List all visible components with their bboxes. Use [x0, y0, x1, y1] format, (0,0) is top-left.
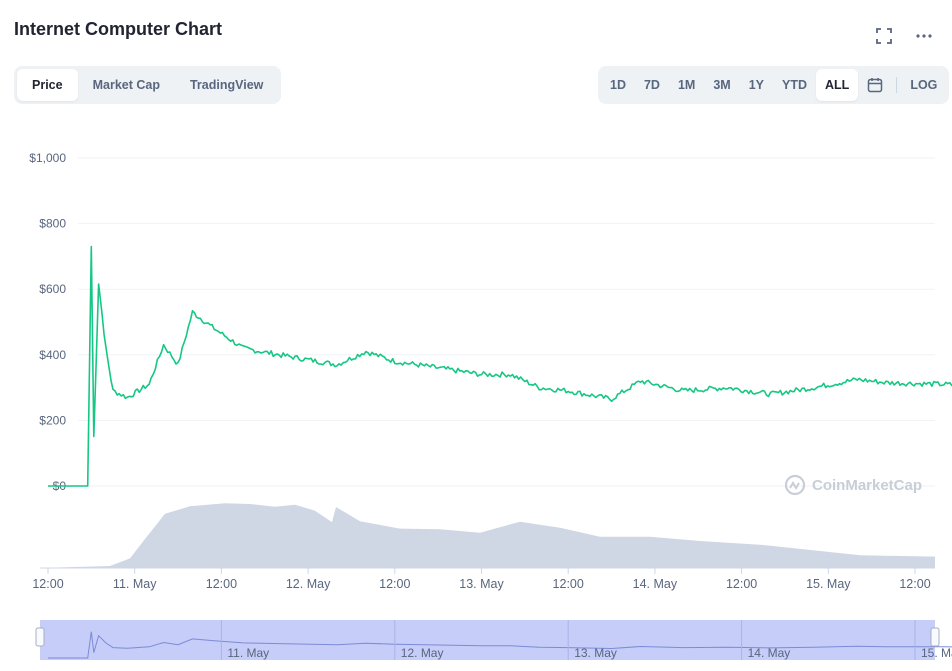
- navigator-tick-label: 12. May: [401, 646, 444, 660]
- tab-market-cap[interactable]: Market Cap: [92, 78, 160, 92]
- navigator-line: [48, 631, 952, 659]
- range-ytd[interactable]: YTD: [782, 78, 808, 92]
- watermark-text: CoinMarketCap: [812, 476, 923, 494]
- tab-tradingview[interactable]: TradingView: [189, 78, 264, 92]
- x-axis-labels: 12:00 11. May 12:00 12. May 12:00 13. May 12:0…: [32, 568, 931, 591]
- x-tick-label: 12:00: [553, 577, 584, 591]
- tab-price[interactable]: Price: [17, 69, 78, 101]
- calendar-icon[interactable]: [858, 69, 892, 101]
- x-tick-label: 12:00: [32, 577, 63, 591]
- x-tick-label: 11. May: [113, 577, 157, 591]
- x-tick-label: 13. May: [459, 577, 504, 591]
- log-toggle[interactable]: LOG: [910, 78, 938, 92]
- range-1y[interactable]: 1Y: [748, 78, 765, 92]
- range-1m[interactable]: 1M: [677, 78, 696, 92]
- navigator-handle-right[interactable]: [930, 627, 940, 647]
- x-tick-label: 12:00: [726, 577, 757, 591]
- navigator-tick-label: 13. May: [574, 646, 617, 660]
- more-icon[interactable]: [913, 26, 935, 46]
- navigator-tick-label: 15. May: [921, 646, 952, 660]
- view-tabs: Price Market Cap TradingView: [14, 66, 282, 104]
- coinmarketcap-logo-icon: [784, 474, 806, 496]
- y-tick-label: $800: [39, 217, 66, 231]
- x-tick-label: 15. May: [806, 577, 851, 591]
- navigator-tick-label: 14. May: [748, 646, 791, 660]
- navigator-tick-label: 11. May: [227, 646, 269, 660]
- watermark: CoinMarketCap: [784, 474, 922, 496]
- y-tick-label: $200: [39, 413, 66, 427]
- navigator-selection: [40, 620, 935, 660]
- x-tick-label: 12:00: [206, 577, 237, 591]
- y-tick-label: $400: [39, 348, 66, 362]
- y-tick-label: $600: [39, 282, 66, 296]
- fullscreen-icon[interactable]: [873, 26, 895, 46]
- x-tick-label: 12:00: [379, 577, 410, 591]
- y-axis-labels: $1,000$800$600$400$200$0: [29, 151, 66, 493]
- volume-area: [40, 503, 935, 568]
- range-7d[interactable]: 7D: [643, 78, 660, 92]
- page-title: Internet Computer Chart: [14, 19, 223, 39]
- range-tabs: 1D 7D 1M 3M 1Y YTD ALL LOG: [598, 66, 950, 104]
- price-chart[interactable]: $1,000$800$600$400$200$0 12:00 11. May 12:…: [0, 120, 952, 671]
- price-line: [48, 245, 952, 487]
- range-1d[interactable]: 1D: [610, 78, 626, 92]
- range-3m[interactable]: 3M: [713, 78, 731, 92]
- divider: [896, 77, 898, 93]
- range-all[interactable]: ALL: [816, 69, 859, 101]
- navigator: 11. May 12. May 13. May 14. May 15. May: [35, 620, 952, 660]
- y-tick-label: $1,000: [29, 151, 66, 165]
- x-tick-label: 12. May: [286, 577, 331, 591]
- x-tick-label: 12:00: [899, 577, 930, 591]
- x-tick-label: 14. May: [633, 577, 678, 591]
- navigator-handle-left[interactable]: [35, 627, 45, 647]
- grid-lines: [78, 157, 935, 487]
